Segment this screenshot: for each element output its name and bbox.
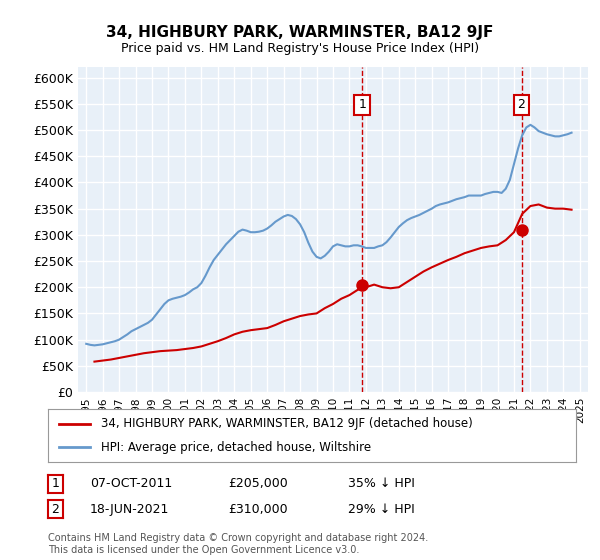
Text: £205,000: £205,000 xyxy=(228,477,288,491)
Text: 18-JUN-2021: 18-JUN-2021 xyxy=(90,502,169,516)
Text: 1: 1 xyxy=(358,99,366,111)
Text: 34, HIGHBURY PARK, WARMINSTER, BA12 9JF (detached house): 34, HIGHBURY PARK, WARMINSTER, BA12 9JF … xyxy=(101,417,473,430)
Text: HPI: Average price, detached house, Wiltshire: HPI: Average price, detached house, Wilt… xyxy=(101,441,371,454)
Text: 2: 2 xyxy=(52,502,59,516)
Text: £310,000: £310,000 xyxy=(228,502,287,516)
Text: 2: 2 xyxy=(518,99,526,111)
Text: 35% ↓ HPI: 35% ↓ HPI xyxy=(348,477,415,491)
Text: 1: 1 xyxy=(52,477,59,491)
Text: Price paid vs. HM Land Registry's House Price Index (HPI): Price paid vs. HM Land Registry's House … xyxy=(121,42,479,55)
Text: 34, HIGHBURY PARK, WARMINSTER, BA12 9JF: 34, HIGHBURY PARK, WARMINSTER, BA12 9JF xyxy=(106,25,494,40)
Text: 29% ↓ HPI: 29% ↓ HPI xyxy=(348,502,415,516)
Text: Contains HM Land Registry data © Crown copyright and database right 2024.
This d: Contains HM Land Registry data © Crown c… xyxy=(48,533,428,555)
Text: 07-OCT-2011: 07-OCT-2011 xyxy=(90,477,172,491)
